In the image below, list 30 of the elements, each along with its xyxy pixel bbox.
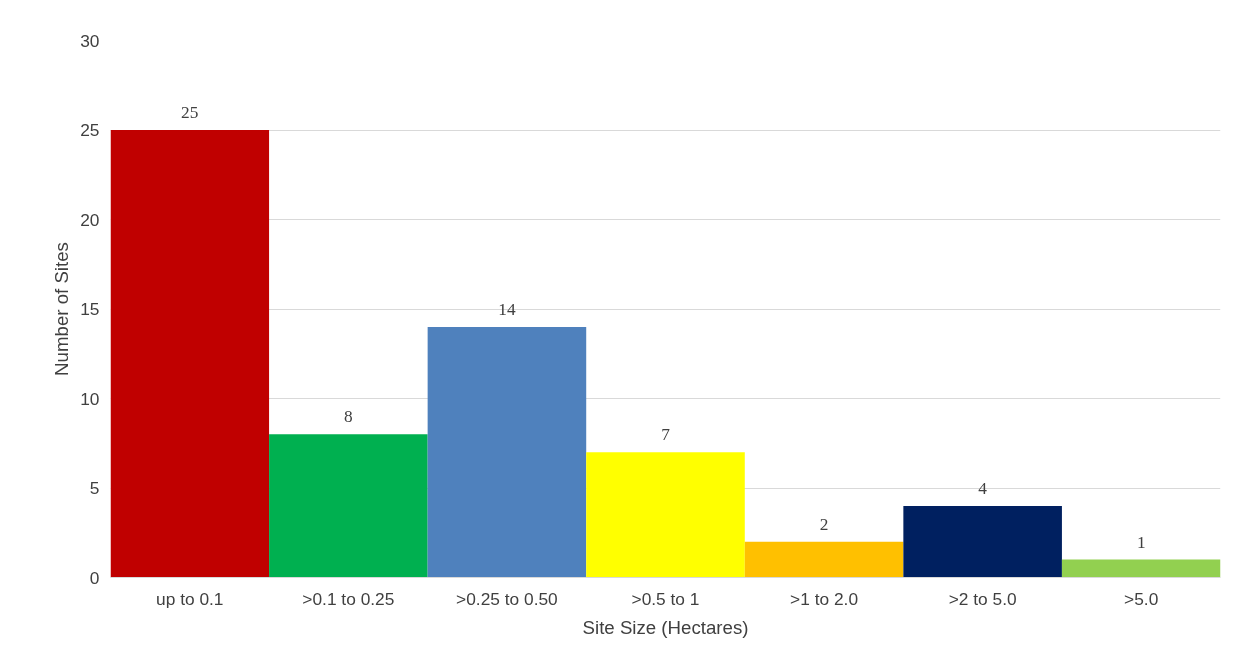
y-tick-label: 30 [80,30,100,51]
data-label: 14 [498,299,516,319]
y-tick-label: 10 [80,388,100,409]
y-tick-label: 15 [80,299,100,319]
y-tick-label: 25 [80,120,100,140]
bar [1061,559,1221,578]
x-tick-label: >5.0 [1124,588,1159,609]
x-tick-label: >1 to 2.0 [790,588,859,609]
data-label: 2 [819,514,829,534]
x-tick-label: >0.5 to 1 [631,588,700,609]
bar [427,326,587,578]
x-tick-label: >0.25 to 0.50 [456,588,558,609]
bar [744,541,904,578]
data-label: 1 [1136,532,1146,552]
bar [269,434,428,578]
bar [586,452,745,578]
x-tick-label: up to 0.1 [156,588,224,609]
y-tick-label: 0 [89,567,100,588]
x-axis-title: Site Size (Hectares) [582,616,749,638]
data-label: 7 [661,425,671,445]
y-axis-title: Number of Sites [51,242,73,376]
y-tick-label: 5 [89,478,100,498]
data-label: 8 [344,407,353,427]
data-label: 4 [978,478,988,498]
bar [110,130,270,578]
x-tick-label: >0.1 to 0.25 [302,588,395,609]
bar [903,505,1062,578]
x-tick-label: >2 to 5.0 [948,588,1017,609]
y-tick-label: 20 [80,209,100,230]
data-label: 25 [181,103,199,122]
